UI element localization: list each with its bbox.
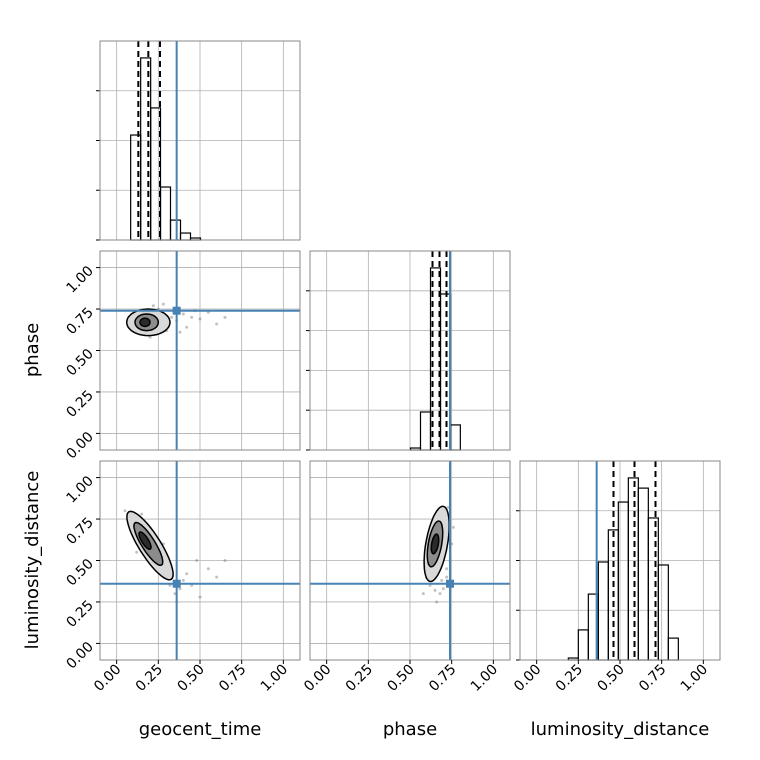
histogram-bar: [657, 564, 669, 661]
y-tick-label: 0.50: [63, 556, 96, 589]
x-tick-label: 1.00: [468, 662, 501, 695]
y-tick-label: 1.00: [63, 263, 96, 296]
y-axis-label: luminosity_distance: [22, 471, 43, 650]
y-tick-label: 0.75: [63, 515, 96, 548]
histogram-bar: [647, 517, 659, 661]
sample-point: [421, 592, 425, 596]
sample-point: [178, 587, 182, 591]
sample-point: [215, 322, 219, 326]
sample-point: [148, 335, 152, 339]
sample-point: [435, 600, 439, 604]
y-tick-label: 0.75: [63, 305, 96, 338]
x-tick-label: 0.75: [216, 662, 249, 695]
sample-point: [445, 575, 449, 579]
sample-point: [190, 315, 194, 319]
x-tick-label: 0.00: [511, 662, 544, 695]
sample-point: [181, 578, 185, 582]
sample-point: [151, 304, 155, 308]
sample-point: [223, 315, 227, 319]
y-tick-label: 0.50: [63, 346, 96, 379]
x-tick-label: 0.50: [174, 662, 207, 695]
x-tick-label: 0.25: [343, 662, 376, 695]
sample-point: [433, 588, 437, 592]
histogram-bar: [667, 637, 679, 661]
x-axis-label: luminosity_distance: [531, 719, 710, 740]
sample-point: [123, 509, 127, 513]
sample-point: [223, 559, 227, 562]
y-axis-label: phase: [22, 323, 43, 377]
x-tick-label: 0.75: [636, 662, 669, 695]
sample-point: [198, 595, 202, 599]
histogram-bar: [597, 561, 609, 661]
sample-point: [206, 567, 210, 571]
histogram-bar: [627, 477, 639, 661]
sample-point: [140, 512, 144, 516]
sample-point: [195, 559, 199, 562]
sample-point: [185, 572, 189, 576]
histogram-bar: [169, 219, 182, 241]
x-tick-label: 0.50: [384, 662, 417, 695]
histogram-bar: [419, 411, 432, 451]
sample-point: [451, 525, 455, 529]
sample-point: [161, 302, 165, 306]
truth-marker: [172, 579, 181, 588]
x-tick-label: 0.75: [426, 662, 459, 695]
sample-point: [215, 575, 219, 579]
y-tick-label: 0.25: [63, 597, 96, 630]
sample-point: [185, 325, 189, 329]
x-tick-label: 0.00: [301, 662, 334, 695]
y-tick-label: 0.00: [63, 429, 96, 462]
x-tick-label: 1.00: [678, 662, 711, 695]
x-tick-label: 0.25: [133, 662, 166, 695]
density-contour: [139, 317, 151, 328]
sample-point: [445, 567, 449, 571]
x-tick-label: 1.00: [258, 662, 291, 695]
histogram-bar: [179, 232, 192, 241]
x-axis-label: geocent_time: [139, 719, 262, 740]
histogram-bar: [577, 629, 589, 661]
x-axis-label: phase: [383, 719, 437, 740]
x-tick-label: 0.25: [553, 662, 586, 695]
histogram-bar: [637, 487, 649, 661]
y-tick-label: 1.00: [63, 473, 96, 506]
sample-point: [135, 550, 139, 554]
sample-point: [440, 578, 444, 582]
sample-point: [170, 315, 174, 319]
sample-point: [438, 592, 442, 596]
truth-marker: [446, 579, 454, 588]
sample-point: [181, 312, 185, 316]
panel-frame: [99, 40, 301, 241]
sample-point: [441, 587, 445, 591]
density-contour: [430, 533, 440, 555]
density-contour: [138, 531, 152, 550]
y-tick-label: 0.00: [63, 639, 96, 672]
histogram-bar: [159, 186, 172, 241]
y-tick-label: 0.25: [63, 387, 96, 420]
x-tick-label: 0.00: [91, 662, 124, 695]
x-tick-label: 0.50: [594, 662, 627, 695]
sample-point: [178, 330, 182, 334]
panel-frame: [309, 250, 511, 451]
sample-point: [198, 317, 202, 321]
truth-marker: [172, 306, 181, 315]
